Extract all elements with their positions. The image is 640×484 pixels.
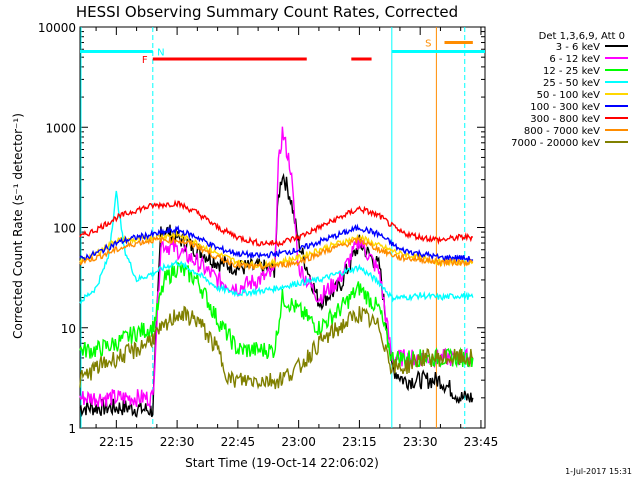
- x-tick-label: 23:00: [281, 435, 316, 449]
- timestamp: 1-Jul-2017 15:31: [565, 467, 632, 476]
- series-line-5: [79, 223, 474, 264]
- x-tick-label: 22:45: [221, 435, 256, 449]
- chart-title: HESSI Observing Summary Count Rates, Cor…: [76, 3, 458, 21]
- y-tick-label: 1000: [45, 121, 76, 135]
- series-line-8: [79, 305, 474, 390]
- legend-title: Det 1,3,6,9, Att 0: [539, 31, 625, 42]
- y-tick-label: 1: [68, 422, 76, 436]
- x-tick-label: 23:30: [403, 435, 438, 449]
- x-tick-label: 22:15: [99, 435, 134, 449]
- legend-label-8: 7000 - 20000 keV: [511, 138, 600, 149]
- legend-label-5: 100 - 300 keV: [530, 102, 600, 113]
- legend-label-2: 12 - 25 keV: [543, 66, 600, 77]
- y-tick-label: 100: [53, 222, 76, 236]
- x-tick-label: 23:15: [342, 435, 377, 449]
- series-line-6: [79, 199, 474, 248]
- x-tick-label: 22:30: [160, 435, 195, 449]
- legend-label-6: 300 - 800 keV: [530, 114, 600, 125]
- legend-label-7: 800 - 7000 keV: [524, 126, 600, 137]
- y-tick-label: 10000: [38, 21, 76, 35]
- legend-label-4: 50 - 100 keV: [537, 90, 601, 101]
- flag-label-S: S: [425, 39, 431, 50]
- legend-label-1: 6 - 12 keV: [549, 54, 600, 65]
- legend-label-3: 25 - 50 keV: [543, 78, 600, 89]
- legend-label-0: 3 - 6 keV: [556, 42, 600, 53]
- flag-label-N: N: [157, 47, 164, 58]
- series-line-7: [79, 235, 474, 271]
- x-tick-label: 23:45: [464, 435, 499, 449]
- flag-label-F: F: [142, 55, 148, 66]
- plot-area: 1 10 100 1000 10000 22:15 22:30 22:45 23:00 23:15…: [38, 21, 498, 449]
- y-tick-label: 10: [61, 322, 76, 336]
- series-line-3: [79, 190, 474, 306]
- y-axis-label: Corrected Count Rate (s⁻¹ detector⁻¹): [11, 113, 25, 339]
- x-axis-label: Start Time (19-Oct-14 22:06:02): [185, 456, 379, 470]
